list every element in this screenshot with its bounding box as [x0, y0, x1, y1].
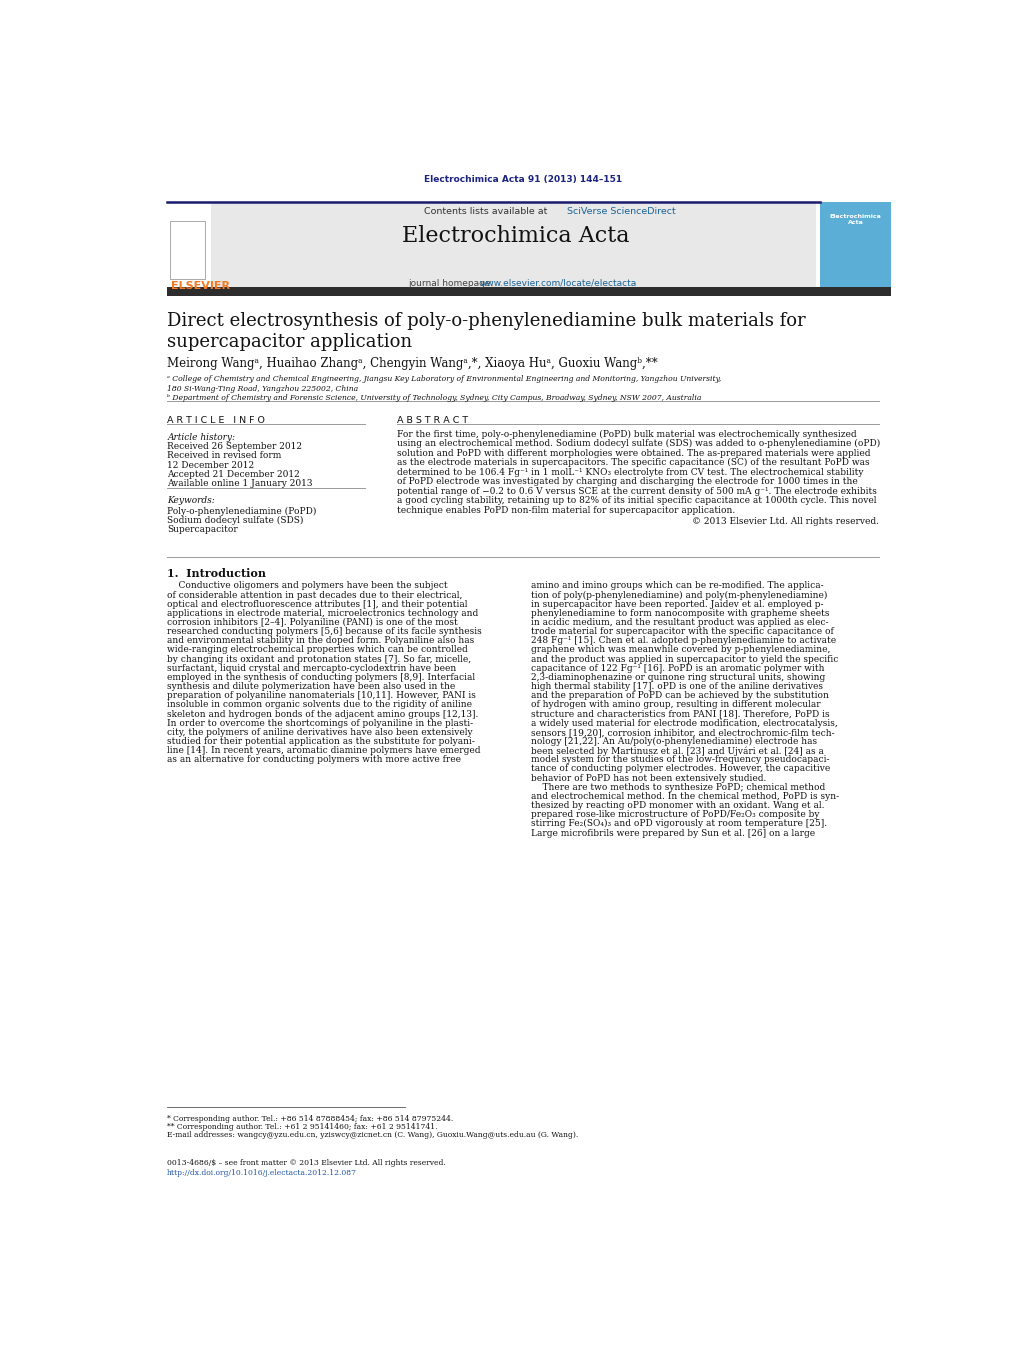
FancyBboxPatch shape	[167, 201, 210, 289]
Text: Available online 1 January 2013: Available online 1 January 2013	[167, 480, 312, 489]
Text: stirring Fe₂(SO₄)₃ and oPD vigorously at room temperature [25].: stirring Fe₂(SO₄)₃ and oPD vigorously at…	[531, 819, 827, 828]
Text: applications in electrode material, microelectronics technology and: applications in electrode material, micr…	[167, 609, 479, 617]
Text: phenylenediamine to form nanocomposite with grapheme sheets: phenylenediamine to form nanocomposite w…	[531, 609, 830, 617]
Text: synthesis and dilute polymerization have been also used in the: synthesis and dilute polymerization have…	[167, 682, 455, 692]
Text: skeleton and hydrogen bonds of the adjacent amino groups [12,13].: skeleton and hydrogen bonds of the adjac…	[167, 709, 479, 719]
Text: nology [21,22]. An Au/poly(o-phenylenediamine) electrode has: nology [21,22]. An Au/poly(o-phenylenedi…	[531, 738, 817, 746]
Text: potential range of −0.2 to 0.6 V versus SCE at the current density of 500 mA g⁻¹: potential range of −0.2 to 0.6 V versus …	[396, 486, 877, 496]
Text: * Corresponding author. Tel.: +86 514 87888454; fax: +86 514 87975244.: * Corresponding author. Tel.: +86 514 87…	[167, 1115, 453, 1123]
Text: For the first time, poly-o-phenylenediamine (PoPD) bulk material was electrochem: For the first time, poly-o-phenylenediam…	[396, 430, 857, 439]
Text: a widely used material for electrode modification, electrocatalysis,: a widely used material for electrode mod…	[531, 719, 838, 728]
Text: researched conducting polymers [5,6] because of its facile synthesis: researched conducting polymers [5,6] bec…	[167, 627, 482, 636]
Text: of hydrogen with amino group, resulting in different molecular: of hydrogen with amino group, resulting …	[531, 700, 821, 709]
Text: 248 Fg⁻¹ [15]. Chen et al. adopted p-phenylenediamine to activate: 248 Fg⁻¹ [15]. Chen et al. adopted p-phe…	[531, 636, 836, 646]
Text: line [14]. In recent years, aromatic diamine polymers have emerged: line [14]. In recent years, aromatic dia…	[167, 746, 481, 755]
Text: wide-ranging electrochemical properties which can be controlled: wide-ranging electrochemical properties …	[167, 646, 468, 654]
Text: solution and PoPD with different morphologies were obtained. The as-prepared mat: solution and PoPD with different morphol…	[396, 449, 870, 458]
Text: Poly-o-phenylenediamine (PoPD): Poly-o-phenylenediamine (PoPD)	[167, 507, 317, 516]
Text: a good cycling stability, retaining up to 82% of its initial specific capacitanc: a good cycling stability, retaining up t…	[396, 496, 876, 505]
Text: A B S T R A C T: A B S T R A C T	[396, 416, 468, 426]
Text: structure and characteristics from PANI [18]. Therefore, PoPD is: structure and characteristics from PANI …	[531, 709, 830, 719]
Text: http://dx.doi.org/10.1016/j.electacta.2012.12.087: http://dx.doi.org/10.1016/j.electacta.20…	[167, 1169, 357, 1177]
Text: corrosion inhibitors [2–4]. Polyaniline (PANI) is one of the most: corrosion inhibitors [2–4]. Polyaniline …	[167, 617, 458, 627]
Text: in supercapacitor have been reported. Jaidev et al. employed p-: in supercapacitor have been reported. Ja…	[531, 600, 824, 609]
Text: Electrochimica Acta: Electrochimica Acta	[401, 224, 629, 246]
Text: trode material for supercapacitor with the specific capacitance of: trode material for supercapacitor with t…	[531, 627, 834, 636]
Text: determined to be 106.4 Fg⁻¹ in 1 molL⁻¹ KNO₃ electrolyte from CV test. The elect: determined to be 106.4 Fg⁻¹ in 1 molL⁻¹ …	[396, 467, 863, 477]
Text: thesized by reacting oPD monomer with an oxidant. Wang et al.: thesized by reacting oPD monomer with an…	[531, 801, 825, 811]
Text: sensors [19,20], corrosion inhibitor, and electrochromic-film tech-: sensors [19,20], corrosion inhibitor, an…	[531, 728, 835, 736]
Text: behavior of PoPD has not been extensively studied.: behavior of PoPD has not been extensivel…	[531, 774, 767, 782]
Text: E-mail addresses: wangcy@yzu.edu.cn, yziswcy@zicnet.cn (C. Wang), Guoxiu.Wang@ut: E-mail addresses: wangcy@yzu.edu.cn, yzi…	[167, 1131, 579, 1139]
Text: and the preparation of PoPD can be achieved by the substitution: and the preparation of PoPD can be achie…	[531, 692, 829, 700]
Text: 1.  Introduction: 1. Introduction	[167, 567, 266, 578]
Text: technique enables PoPD non-film material for supercapacitor application.: technique enables PoPD non-film material…	[396, 507, 735, 515]
FancyBboxPatch shape	[169, 222, 205, 278]
Text: Electrochimica Acta 91 (2013) 144–151: Electrochimica Acta 91 (2013) 144–151	[424, 174, 623, 184]
Text: city, the polymers of aniline derivatives have also been extensively: city, the polymers of aniline derivative…	[167, 728, 473, 736]
Text: capacitance of 122 Fg⁻¹ [16]. PoPD is an aromatic polymer with: capacitance of 122 Fg⁻¹ [16]. PoPD is an…	[531, 663, 825, 673]
Text: In order to overcome the shortcomings of polyaniline in the plasti-: In order to overcome the shortcomings of…	[167, 719, 474, 728]
Text: There are two methods to synthesize PoPD; chemical method: There are two methods to synthesize PoPD…	[531, 782, 825, 792]
Text: supercapacitor application: supercapacitor application	[167, 332, 412, 351]
Text: surfactant, liquid crystal and mercapto-cyclodextrin have been: surfactant, liquid crystal and mercapto-…	[167, 663, 456, 673]
Text: 2,3-diaminophenazine or quinone ring structural units, showing: 2,3-diaminophenazine or quinone ring str…	[531, 673, 825, 682]
Text: A R T I C L E   I N F O: A R T I C L E I N F O	[167, 416, 265, 426]
Text: optical and electrofluorescence attributes [1], and their potential: optical and electrofluorescence attribut…	[167, 600, 468, 609]
Text: as the electrode materials in supercapacitors. The specific capacitance (SC) of : as the electrode materials in supercapac…	[396, 458, 869, 467]
Text: Conductive oligomers and polymers have been the subject: Conductive oligomers and polymers have b…	[167, 581, 448, 590]
Text: as an alternative for conducting polymers with more active free: as an alternative for conducting polymer…	[167, 755, 461, 765]
Text: ** Corresponding author. Tel.: +61 2 95141460; fax: +61 2 95141741.: ** Corresponding author. Tel.: +61 2 951…	[167, 1123, 438, 1131]
Text: high thermal stability [17]. oPD is one of the aniline derivatives: high thermal stability [17]. oPD is one …	[531, 682, 823, 692]
Text: Accepted 21 December 2012: Accepted 21 December 2012	[167, 470, 300, 480]
Text: Article history:: Article history:	[167, 432, 235, 442]
Text: studied for their potential application as the substitute for polyani-: studied for their potential application …	[167, 738, 475, 746]
Text: ELSEVIER: ELSEVIER	[172, 281, 230, 290]
Text: in acidic medium, and the resultant product was applied as elec-: in acidic medium, and the resultant prod…	[531, 617, 829, 627]
Text: journal homepage:: journal homepage:	[408, 278, 497, 288]
FancyBboxPatch shape	[820, 201, 891, 289]
Text: tance of conducting polymer electrodes. However, the capacitive: tance of conducting polymer electrodes. …	[531, 765, 830, 773]
Text: www.elsevier.com/locate/electacta: www.elsevier.com/locate/electacta	[480, 278, 637, 288]
FancyBboxPatch shape	[167, 286, 891, 296]
Text: amino and imino groups which can be re-modified. The applica-: amino and imino groups which can be re-m…	[531, 581, 824, 590]
Text: Meirong Wangᵃ, Huaihao Zhangᵃ, Chengyin Wangᵃ,*, Xiaoya Huᵃ, Guoxiu Wangᵇ,**: Meirong Wangᵃ, Huaihao Zhangᵃ, Chengyin …	[167, 357, 658, 370]
Text: 12 December 2012: 12 December 2012	[167, 461, 254, 470]
Text: and electrochemical method. In the chemical method, PoPD is syn-: and electrochemical method. In the chemi…	[531, 792, 839, 801]
Text: 180 Si-Wang-Ting Road, Yangzhou 225002, China: 180 Si-Wang-Ting Road, Yangzhou 225002, …	[167, 385, 358, 393]
Text: of PoPD electrode was investigated by charging and discharging the electrode for: of PoPD electrode was investigated by ch…	[396, 477, 858, 486]
Text: prepared rose-like microstructure of PoPD/Fe₂O₃ composite by: prepared rose-like microstructure of PoP…	[531, 811, 820, 819]
FancyBboxPatch shape	[210, 201, 816, 289]
Text: Received 26 September 2012: Received 26 September 2012	[167, 442, 302, 451]
Text: graphene which was meanwhile covered by p-phenylenediamine,: graphene which was meanwhile covered by …	[531, 646, 830, 654]
Text: been selected by Martinusz et al. [23] and Ujvári et al. [24] as a: been selected by Martinusz et al. [23] a…	[531, 746, 824, 755]
Text: ᵃ College of Chemistry and Chemical Engineering, Jiangsu Key Laboratory of Envir: ᵃ College of Chemistry and Chemical Engi…	[167, 376, 722, 384]
Text: and the product was applied in supercapacitor to yield the specific: and the product was applied in supercapa…	[531, 655, 838, 663]
Text: Sodium dodecyl sulfate (SDS): Sodium dodecyl sulfate (SDS)	[167, 516, 303, 526]
Text: Keywords:: Keywords:	[167, 496, 215, 505]
Text: model system for the studies of the low-frequency pseudocapaci-: model system for the studies of the low-…	[531, 755, 830, 765]
Text: 0013-4686/$ – see front matter © 2013 Elsevier Ltd. All rights reserved.: 0013-4686/$ – see front matter © 2013 El…	[167, 1159, 446, 1167]
Text: using an electrochemical method. Sodium dodecyl sulfate (SDS) was added to o-phe: using an electrochemical method. Sodium …	[396, 439, 880, 449]
Text: Received in revised form: Received in revised form	[167, 451, 282, 461]
Text: tion of poly(p-phenylenediamine) and poly(m-phenylenediamine): tion of poly(p-phenylenediamine) and pol…	[531, 590, 828, 600]
Text: employed in the synthesis of conducting polymers [8,9]. Interfacial: employed in the synthesis of conducting …	[167, 673, 476, 682]
Text: Direct electrosynthesis of poly-o-phenylenediamine bulk materials for: Direct electrosynthesis of poly-o-phenyl…	[167, 312, 806, 330]
Text: Supercapacitor: Supercapacitor	[167, 526, 238, 534]
Text: Contents lists available at: Contents lists available at	[425, 207, 550, 216]
Text: ᵇ Department of Chemistry and Forensic Science, University of Technology, Sydney: ᵇ Department of Chemistry and Forensic S…	[167, 394, 701, 403]
Text: Large microfibrils were prepared by Sun et al. [26] on a large: Large microfibrils were prepared by Sun …	[531, 828, 816, 838]
Text: of considerable attention in past decades due to their electrical,: of considerable attention in past decade…	[167, 590, 463, 600]
Text: preparation of polyaniline nanomaterials [10,11]. However, PANI is: preparation of polyaniline nanomaterials…	[167, 692, 476, 700]
Text: and environmental stability in the doped form. Polyaniline also has: and environmental stability in the doped…	[167, 636, 475, 646]
Text: SciVerse ScienceDirect: SciVerse ScienceDirect	[567, 207, 676, 216]
Text: © 2013 Elsevier Ltd. All rights reserved.: © 2013 Elsevier Ltd. All rights reserved…	[692, 516, 879, 526]
Text: insoluble in common organic solvents due to the rigidity of aniline: insoluble in common organic solvents due…	[167, 700, 472, 709]
Text: Electrochimica
Acta: Electrochimica Acta	[830, 213, 881, 224]
Text: by changing its oxidant and protonation states [7]. So far, micelle,: by changing its oxidant and protonation …	[167, 655, 472, 663]
